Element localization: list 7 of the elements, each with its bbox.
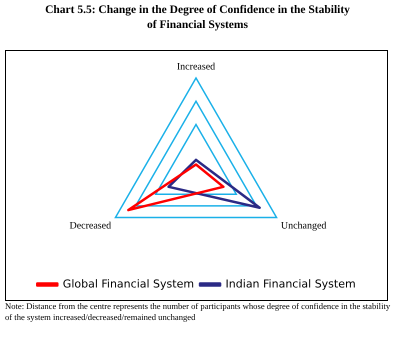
spoke-label: Unchanged (280, 220, 326, 232)
text: Note: Distance from the centre represents the number of participants whose degree of confidence in the stability of the system increased/decreased/remained unchanged (5, 301, 392, 323)
legend-label: Global Financial System (62, 277, 194, 290)
legend-label: Indian Financial System (226, 277, 356, 290)
spoke-label: Increased (176, 62, 216, 73)
spoke-label: Decreased (69, 220, 112, 232)
chart-title: Chart 5.5: Change in the Degree of Confidence in the Stability of Financial Systems (44, 3, 351, 33)
